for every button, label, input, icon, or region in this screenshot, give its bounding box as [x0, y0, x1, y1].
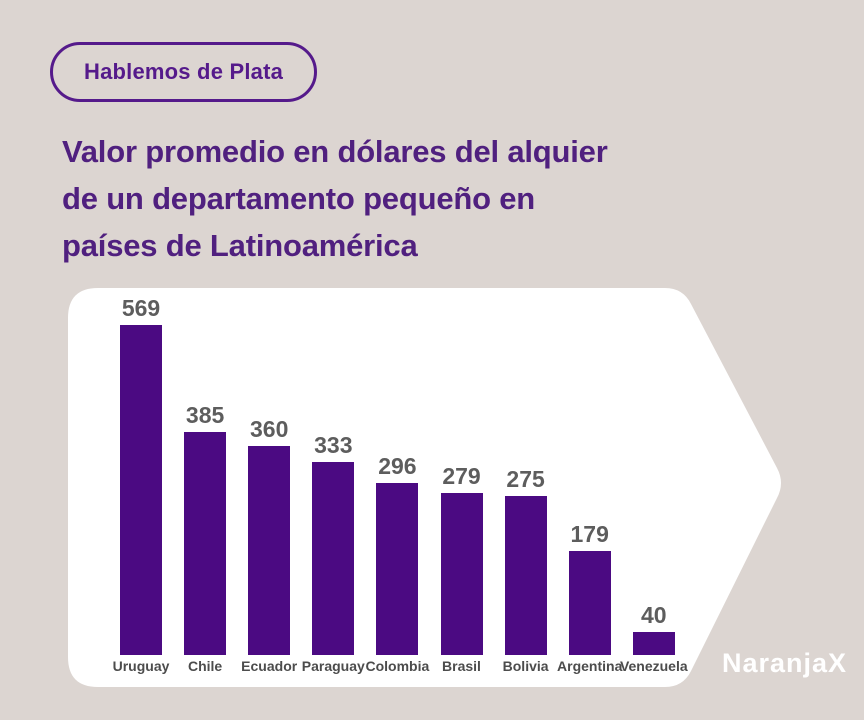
badge-label: Hablemos de Plata — [84, 59, 284, 84]
bar — [120, 325, 162, 655]
bar-value-label: 385 — [185, 402, 225, 428]
page-title-line-3: países de Latinoamérica — [62, 228, 418, 263]
bar-value-label: 275 — [506, 466, 545, 492]
bar-group-bolivia: 275 Bolivia — [494, 288, 558, 675]
bar-category-label: Venezuela — [619, 658, 688, 674]
bar-category-label: Uruguay — [112, 658, 170, 674]
page-title: Valor promedio en dólares del alquier de… — [62, 128, 802, 269]
bar-group-paraguay: 333 Paraguay — [301, 288, 365, 675]
naranjax-logo: NaranjaX — [722, 648, 847, 679]
bar-value-label: 569 — [121, 295, 161, 321]
hablemos-de-plata-badge: Hablemos de Plata — [50, 42, 318, 102]
bar-value-label: 179 — [570, 521, 609, 547]
bar-value-label: 279 — [442, 463, 481, 489]
bar — [504, 496, 547, 655]
bar-value-label: 360 — [250, 416, 289, 442]
bar-category-label: Colombia — [365, 658, 430, 674]
bar-value-label: 296 — [378, 453, 417, 479]
bar-category-label: Paraguay — [301, 658, 365, 674]
bar — [568, 551, 611, 655]
bar-group-chile: 385 Chile — [173, 288, 237, 674]
bar-value-label: 40 — [641, 602, 667, 628]
bar — [312, 462, 355, 655]
bar — [440, 493, 483, 655]
bar — [248, 446, 291, 655]
bar-group-argentina: 179 Argentina — [557, 288, 622, 675]
naranjax-logo-text: NaranjaX — [722, 648, 848, 678]
bar-group-brasil: 279 Brasil — [430, 288, 494, 674]
bar-group-ecuador: 360 Ecuador — [237, 288, 301, 675]
bar-category-label: Bolivia — [502, 658, 549, 674]
bar — [376, 483, 419, 655]
bar-value-label: 333 — [314, 432, 353, 458]
bar — [632, 632, 675, 655]
bar-category-label: Chile — [187, 658, 223, 674]
bar-group-venezuela: 40 Venezuela — [620, 288, 688, 675]
bar-category-label: Argentina — [557, 658, 623, 674]
bar-category-label: Ecuador — [241, 658, 298, 674]
page-title-line-1: Valor promedio en dólares del alquier — [62, 134, 608, 169]
bar-group-colombia: 296 Colombia — [365, 288, 430, 675]
bar-category-label: Brasil — [442, 658, 481, 674]
bar — [184, 432, 227, 655]
page-title-line-2: de un departamento pequeño en — [62, 181, 536, 216]
bar-group-uruguay: 569 Uruguay — [109, 288, 173, 675]
